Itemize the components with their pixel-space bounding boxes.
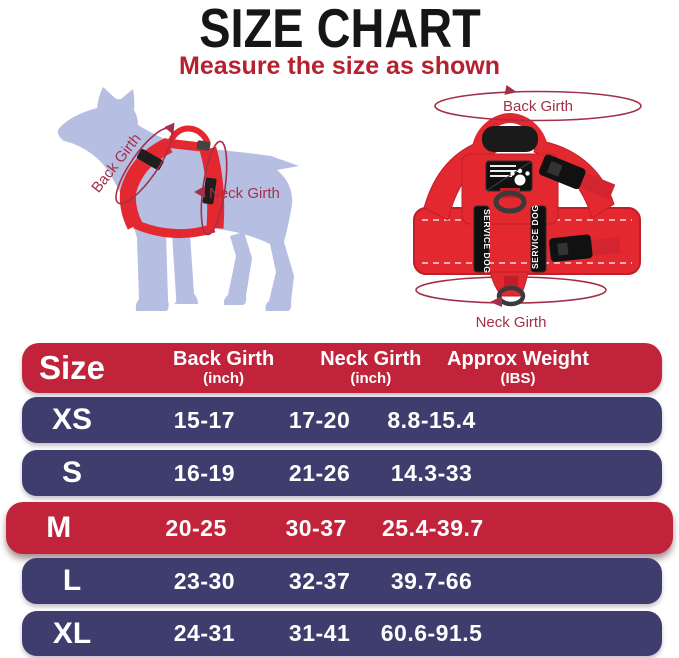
harness-illustration: SERVICE DOG SERVICE DOG [413, 112, 641, 307]
page-subtitle: Measure the size as shown [179, 52, 500, 80]
table-row-m-highlighted: M 20-25 30-37 25.4-39.7 [6, 502, 673, 554]
back-girth-value: 15-17 [173, 406, 236, 433]
table-row-l: L 23-30 32-37 39.7-66 [22, 558, 662, 604]
size-label: XS [51, 403, 93, 436]
harness-back-girth-marker: Back Girth [434, 85, 642, 122]
column-header-neck-girth: Neck Girth (inch) [320, 348, 422, 387]
weight-value: 39.7-66 [390, 567, 473, 594]
metal-ring-icon [496, 285, 526, 307]
neck-girth-value: 17-20 [288, 406, 351, 433]
d-ring-icon [493, 190, 527, 214]
girth-arrow-icon [490, 296, 502, 307]
table-row-xl: XL 24-31 31-41 60.6-91.5 [22, 611, 662, 656]
weight-value: 25.4-39.7 [381, 514, 484, 541]
weight-value: 60.6-91.5 [380, 620, 483, 646]
harness-measurement-diagram: SERVICE DOG SERVICE DOG Back Girth [413, 85, 642, 331]
neck-girth-value: 21-26 [288, 459, 351, 486]
buckle-icon [196, 140, 211, 151]
service-dog-patch-text: SERVICE DOG [530, 205, 540, 269]
paw-icon [510, 168, 530, 186]
column-header-approx-weight: Approx Weight (IBS) [447, 348, 589, 387]
handle [471, 112, 549, 155]
table-row-xs: XS 15-17 17-20 8.8-15.4 [22, 397, 662, 443]
flag-paw-patch [485, 160, 533, 192]
dog-measurement-diagram: Back Girth Neck Girth [57, 87, 299, 311]
buckle-icon [549, 234, 621, 262]
back-girth-value: 16-19 [173, 459, 236, 486]
harness-neck-girth-marker: Neck Girth [476, 296, 547, 331]
size-label: M [46, 511, 72, 544]
dog-neck-girth-marker: Neck Girth [194, 140, 280, 236]
column-header-back-girth: Back Girth (inch) [173, 348, 275, 387]
table-row-s: S 16-19 21-26 14.3-33 [22, 450, 662, 496]
service-dog-patch-text: SERVICE DOG [482, 209, 492, 273]
size-label: L [62, 564, 82, 597]
handle-pad [482, 126, 538, 152]
page-title-text: SIZE CHART [198, 0, 481, 59]
harness-back-girth-label: Back Girth [503, 98, 573, 115]
velcro-patch [202, 177, 217, 205]
girth-ellipse [434, 90, 642, 122]
ring-tab [504, 276, 518, 288]
buckle-icon [538, 154, 616, 200]
neck-girth-value: 31-41 [288, 620, 351, 646]
table-header-row: Size Back Girth (inch) Neck Girth (inch)… [22, 343, 662, 393]
girth-arrow-icon [194, 186, 205, 198]
size-label: S [61, 456, 82, 489]
neck-girth-value: 30-37 [285, 514, 347, 541]
size-label: XL [52, 616, 92, 650]
girth-ellipse [200, 140, 228, 236]
page-title: SIZE CHART [0, 0, 679, 57]
dog-neck-girth-label: Neck Girth [209, 185, 280, 202]
girth-arrow-icon [504, 85, 517, 95]
neck-girth-value: 32-37 [288, 567, 351, 594]
service-dog-patch: SERVICE DOG [530, 205, 547, 273]
back-girth-value: 23-30 [173, 567, 236, 594]
dog-silhouette [57, 87, 299, 311]
weight-value: 8.8-15.4 [387, 406, 476, 433]
girth-arrow-icon [164, 122, 175, 135]
velcro-patch [136, 149, 164, 171]
weight-value: 14.3-33 [390, 459, 473, 486]
column-header-size: Size [38, 349, 106, 386]
service-dog-patch: SERVICE DOG [473, 205, 492, 273]
back-girth-value: 20-25 [165, 514, 227, 541]
back-girth-value: 24-31 [173, 620, 236, 646]
harness-neck-girth-label: Neck Girth [476, 314, 547, 331]
